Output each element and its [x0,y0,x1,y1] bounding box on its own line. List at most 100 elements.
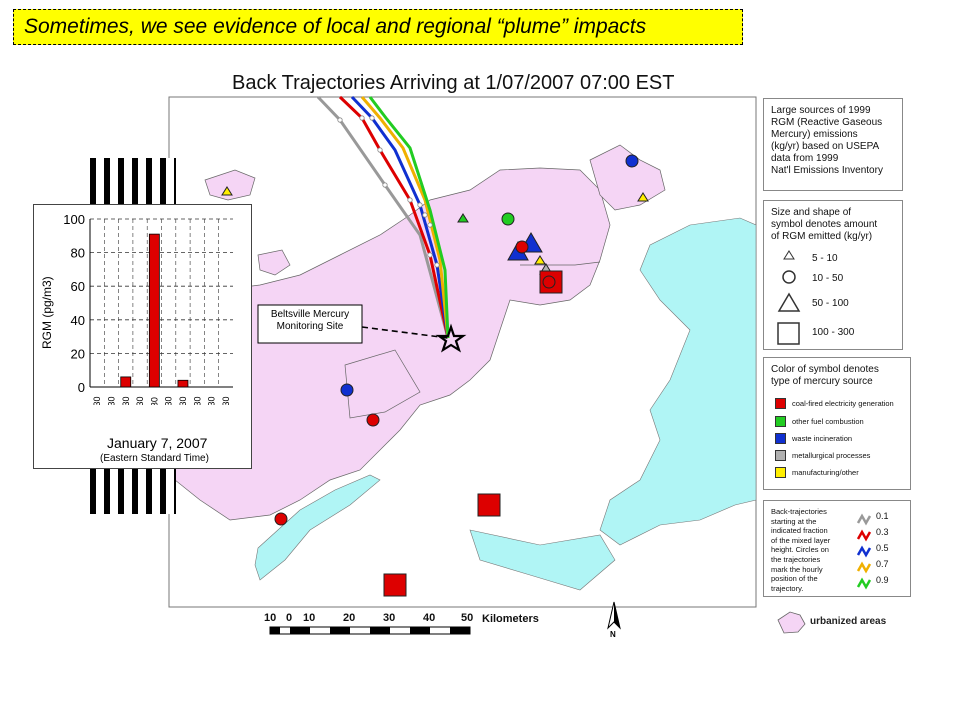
size-circle-icon [782,270,796,284]
source-manufacturing-triangle-ne [637,192,649,202]
urban-area-ne [589,144,666,211]
stripe-pattern-bottom [90,469,176,514]
legend-sources-line: Nat'l Emissions Inventory [771,165,883,176]
legend-traj-line: of the mixed layer [771,535,831,545]
site-pointer-line [361,326,449,339]
emission-sources [221,154,649,597]
chart-xtick-label: 16:30 [221,396,231,405]
legend-size-line: Size and shape of [771,207,852,218]
traj-glyph-0.5-icon [856,545,872,558]
site-label-box [257,304,363,344]
water-river2 [469,529,616,591]
legend-size-line: of RGM emitted (kg/yr) [771,231,873,242]
boundary-line [344,349,421,419]
chart-bar [120,376,132,388]
source-coal-circle-d [274,512,288,526]
trajectory-hour-markers [337,115,440,268]
scale-label-0: 10 [264,612,277,624]
urban-area-main [169,167,611,521]
source-coal-circle-b [542,275,556,289]
legend-sources: Large sources of 1999 RGM (Reactive Gase… [763,98,903,191]
legend-color: Color of symbol denotes type of mercury … [763,357,911,490]
banner-caption: Sometimes, we see evidence of local and … [13,9,743,45]
water-river [254,474,381,581]
scale-label-6: 50 [461,612,474,624]
chart-xtick-label: 12:30 [164,396,174,405]
legend-sources-line: RGM (Reactive Gaseous [771,117,883,128]
legend-color-line: Color of symbol denotes [771,364,879,375]
chart-xtick-label: 09:30 [121,396,131,405]
source-fuel-circle [501,212,515,226]
chart-bar [177,379,189,388]
site-label: Beltsville Mercury Monitoring Site [258,309,362,333]
source-coal-square-c [383,573,407,597]
chart-xlabel: January 7, 2007 [107,435,208,451]
water-bay [599,217,757,546]
chart-xtick-label: 14:30 [192,396,202,405]
legend-traj-line: trajectory. [771,583,804,593]
chart-ytick-label: 20 [71,346,85,361]
scale-label-1: 0 [286,612,293,624]
color-item-label: manufacturing/other [792,468,859,477]
size-item-1: 10 - 50 [812,273,844,284]
color-item-label: coal-fired electricity generation [792,399,894,408]
metal-swatch-icon [775,450,786,461]
legend-sources-line: Large sources of 1999 [771,105,871,116]
traj-item-2: 0.5 [876,543,889,553]
chart-ytick-label: 60 [71,279,85,294]
chart-xtick-label: 11:30 [149,397,159,405]
source-fuel-triangle [457,213,469,223]
traj-glyph-0.1-icon [856,513,872,526]
color-item-coal: coal-fired electricity generation [775,398,894,409]
size-item-2: 50 - 100 [812,298,849,309]
chart-subtitle: (Eastern Standard Time) [100,453,209,464]
traj-item-3: 0.7 [876,559,889,569]
traj-glyph-0.9-icon [856,577,872,590]
trajectories [316,95,450,339]
color-item-metal: metallurgical processes [775,450,870,461]
legend-trajectories: Back-trajectories starting at the indica… [763,500,911,597]
traj-legend-glyphs [856,513,872,590]
trajectory-0.7 [360,96,450,339]
rgm-bar-chart: RGM (pg/m3) 02040608010007:3008:3009:301… [33,204,252,469]
traj-item-4: 0.9 [876,575,889,585]
trajectory-0.9 [368,96,450,339]
size-item-3: 100 - 300 [812,327,855,338]
scale-label-2: 10 [303,612,316,624]
scale-label-4: 30 [383,612,396,624]
source-coal-square-b [477,493,501,517]
legend-sources-line: Mercury) emissions [771,129,858,140]
color-item-waste: waste incineration [775,433,852,444]
chart-xtick-label: 13:30 [178,396,188,405]
legend-traj-line: Back-trajectories [771,507,827,516]
monitoring-site-star-icon[interactable] [435,323,467,353]
traj-glyph-0.3-icon [856,529,872,542]
legend-sources-line: data from 1999 [771,153,839,164]
color-item-label: waste incineration [792,434,853,443]
size-item-0: 5 - 10 [812,253,838,264]
traj-item-1: 0.3 [876,527,889,537]
coal-swatch-icon [775,398,786,409]
boundary-line-2 [520,261,601,266]
size-square-icon [777,322,800,345]
urban-area-nw [204,169,256,201]
color-item-label: metallurgical processes [792,451,871,460]
map-title: Back Trajectories Arriving at 1/07/2007 … [232,72,675,94]
legend-size-symbols [777,250,801,345]
size-triangle-large-icon [777,292,801,312]
scale-unit: Kilometers [482,613,539,625]
scale-label-5: 40 [423,612,436,624]
legend-color-line: type of mercury source [771,376,873,387]
chart-ytick-label: 100 [63,212,85,227]
chart-xtick-label: 08:30 [106,396,116,405]
manuf-swatch-icon [775,467,786,478]
legend-traj-line: the trajectories [771,554,821,564]
chart-bar [148,233,160,388]
north-label: N [610,630,616,639]
source-coal-circle-c [366,413,380,427]
site-label-line2: Monitoring Site [276,321,344,332]
legend-traj-line: position of the [771,574,818,584]
site-label-line1: Beltsville Mercury [270,309,350,320]
urban-swatch-icon [777,611,806,634]
